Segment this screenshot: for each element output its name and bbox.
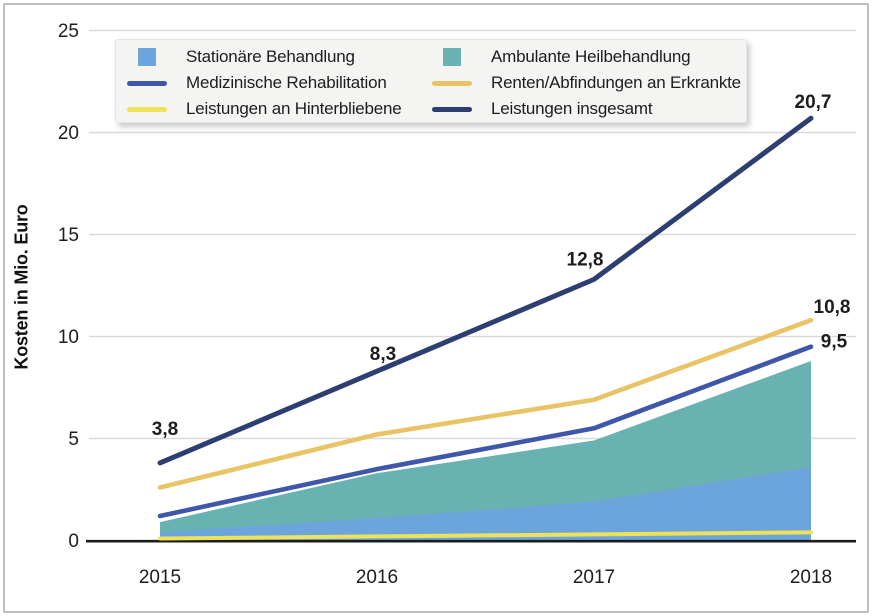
- legend-swatch-ambulante-square: [443, 48, 461, 66]
- y-axis-title: Kosten in Mio. Euro: [11, 204, 32, 370]
- legend-swatch-rehabilitation-line: [127, 80, 167, 86]
- x-tick-label-2017: 2017: [573, 567, 615, 588]
- y-tick-label-0: 0: [68, 531, 79, 552]
- legend-label: Ambulante Heilbehandlung: [491, 47, 691, 66]
- data-label-9-5: 9,5: [821, 332, 848, 353]
- y-tick-label-5: 5: [68, 429, 79, 450]
- data-label-12-8: 12,8: [567, 249, 604, 270]
- y-tick-label-15: 15: [58, 225, 79, 246]
- data-label-8-3: 8,3: [370, 344, 396, 365]
- legend-item-leistungen-insgesamt: Leistungen insgesamt: [429, 99, 746, 119]
- line-leistungen-insgesamt: [157, 115, 814, 466]
- area-stationaere-behandlung: [160, 467, 811, 541]
- chart-legend: Stationäre Behandlung Ambulante Heilbeha…: [115, 39, 747, 123]
- y-tick-label-25: 25: [58, 21, 79, 42]
- x-tick-label-2016: 2016: [356, 567, 398, 588]
- data-label-10-8: 10,8: [814, 297, 851, 318]
- y-tick-label-10: 10: [58, 327, 79, 348]
- x-tick-label-2015: 2015: [139, 567, 181, 588]
- y-tick-label-20: 20: [58, 123, 79, 144]
- legend-label: Stationäre Behandlung: [186, 47, 355, 66]
- legend-item-stationaere-behandlung: Stationäre Behandlung: [124, 47, 429, 67]
- legend-swatch-renten-line: [432, 80, 472, 86]
- line-leistungen-hinterbliebene: [158, 530, 813, 541]
- legend-swatch-insgesamt-line: [432, 106, 472, 112]
- line-renten-abfindungen: [157, 317, 814, 490]
- legend-label: Leistungen an Hinterbliebene: [186, 99, 402, 118]
- legend-label: Renten/Abfindungen an Erkrankte: [491, 73, 741, 92]
- data-label-20-7: 20,7: [795, 92, 832, 113]
- data-label-3-8: 3,8: [152, 419, 178, 440]
- legend-swatch-hinterbliebene-line: [127, 106, 167, 112]
- legend-item-ambulante-heilbehandlung: Ambulante Heilbehandlung: [429, 47, 746, 67]
- legend-label: Medizinische Rehabilitation: [186, 73, 387, 92]
- line-medizinische-rehabilitation: [157, 344, 814, 519]
- x-tick-label-2018: 2018: [790, 567, 832, 588]
- legend-item-medizinische-rehabilitation: Medizinische Rehabilitation: [124, 73, 429, 93]
- legend-swatch-stationaere-square: [138, 48, 156, 66]
- legend-item-leistungen-hinterbliebene: Leistungen an Hinterbliebene: [124, 99, 429, 119]
- legend-label: Leistungen insgesamt: [491, 99, 653, 118]
- legend-item-renten-abfindungen: Renten/Abfindungen an Erkrankte: [429, 73, 746, 93]
